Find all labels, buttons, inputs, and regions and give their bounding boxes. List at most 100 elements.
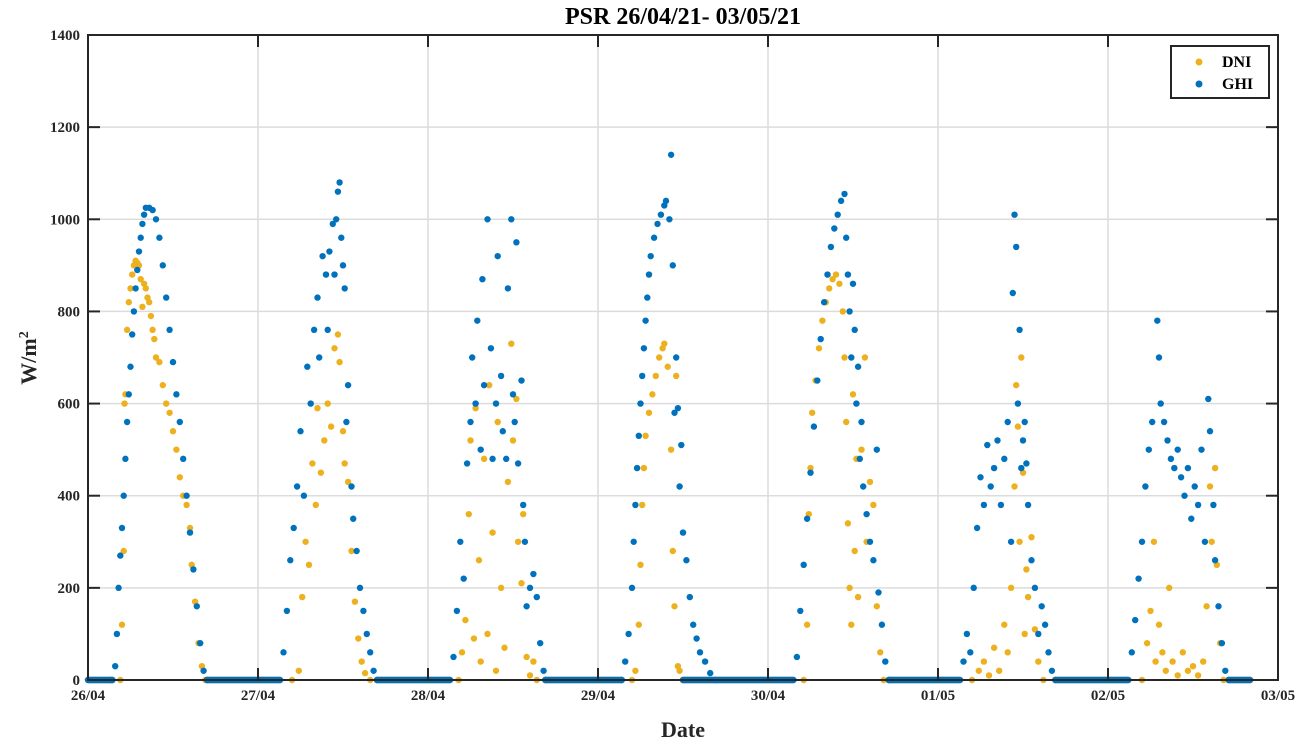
data-point-ghi bbox=[650, 234, 658, 241]
data-point-ghi bbox=[856, 455, 863, 463]
data-point-dni bbox=[1147, 607, 1154, 615]
data-point-dni bbox=[866, 478, 874, 486]
data-point-dni bbox=[848, 621, 855, 628]
data-point-ghi bbox=[817, 335, 824, 343]
data-point-ghi bbox=[477, 446, 484, 453]
data-point-ghi bbox=[679, 529, 687, 536]
data-point-dni bbox=[1166, 584, 1173, 592]
data-point-ghi bbox=[701, 658, 709, 665]
y-tick-label: 1200 bbox=[50, 120, 80, 136]
data-point-ghi bbox=[453, 607, 461, 615]
data-point-dni bbox=[870, 501, 877, 509]
y-axis-label-unit: W/m bbox=[16, 338, 41, 384]
data-point-dni bbox=[1211, 464, 1219, 472]
data-point-ghi bbox=[297, 428, 304, 435]
data-point-dni bbox=[1200, 658, 1207, 665]
data-point-ghi bbox=[125, 391, 132, 398]
data-point-ghi bbox=[1201, 538, 1209, 545]
data-point-dni bbox=[312, 501, 319, 509]
data-point-dni bbox=[861, 354, 869, 361]
data-point-ghi bbox=[537, 639, 544, 647]
x-axis-label: Date bbox=[661, 717, 705, 739]
data-point-ghi bbox=[622, 658, 629, 665]
data-point-dni bbox=[523, 653, 530, 661]
data-point-ghi bbox=[1211, 557, 1219, 564]
data-point-ghi bbox=[180, 455, 187, 463]
data-point-dni bbox=[472, 404, 479, 412]
data-point-ghi bbox=[343, 418, 350, 426]
data-point-ghi bbox=[480, 381, 488, 389]
data-point-ghi bbox=[1132, 616, 1139, 624]
data-point-dni bbox=[477, 658, 484, 665]
data-point-ghi bbox=[644, 294, 651, 301]
y-tick-label: 800 bbox=[58, 304, 81, 320]
data-point-dni bbox=[1023, 566, 1030, 573]
data-point-ghi bbox=[1154, 317, 1161, 324]
data-point-dni bbox=[120, 547, 127, 555]
data-point-ghi bbox=[863, 510, 870, 518]
data-point-ghi bbox=[1138, 538, 1146, 545]
data-point-ghi bbox=[329, 220, 336, 228]
data-point-ghi bbox=[843, 234, 850, 241]
data-point-ghi bbox=[176, 418, 183, 426]
data-point-ghi bbox=[686, 593, 693, 601]
data-point-ghi bbox=[514, 460, 522, 467]
data-point-dni bbox=[129, 271, 136, 278]
data-point-ghi bbox=[1167, 455, 1175, 463]
data-point-dni bbox=[169, 428, 177, 435]
data-point-ghi bbox=[152, 216, 160, 223]
data-point-dni bbox=[151, 335, 158, 343]
data-point-dni bbox=[832, 271, 840, 278]
series-ghi bbox=[84, 151, 1254, 684]
data-point-dni bbox=[146, 299, 153, 306]
data-point-ghi bbox=[844, 271, 852, 278]
data-point-ghi bbox=[654, 220, 661, 228]
data-point-ghi bbox=[849, 280, 857, 287]
data-point-ghi bbox=[1009, 289, 1016, 297]
data-point-ghi bbox=[363, 630, 370, 638]
data-point-ghi bbox=[866, 538, 874, 545]
data-point-ghi bbox=[854, 363, 862, 370]
data-point-ghi bbox=[1194, 501, 1202, 509]
data-point-dni bbox=[334, 331, 342, 338]
data-point-dni bbox=[462, 616, 469, 624]
data-point-dni bbox=[645, 409, 653, 416]
data-point-dni bbox=[1179, 649, 1187, 656]
legend: DNI GHI bbox=[1170, 45, 1270, 99]
data-point-ghi bbox=[1016, 326, 1023, 334]
data-point-dni bbox=[480, 455, 488, 463]
data-point-ghi bbox=[967, 649, 974, 656]
y-tick-label: 200 bbox=[58, 581, 81, 597]
x-tick-label: 29/04 bbox=[581, 688, 616, 704]
data-point-ghi bbox=[970, 584, 977, 592]
data-point-ghi bbox=[139, 220, 146, 228]
plot-frame bbox=[87, 34, 1279, 681]
data-point-dni bbox=[635, 621, 642, 628]
data-point-dni bbox=[985, 672, 993, 679]
data-point-ghi bbox=[336, 179, 343, 186]
data-point-dni bbox=[1143, 639, 1151, 647]
data-point-dni bbox=[1155, 621, 1163, 628]
data-point-ghi bbox=[827, 243, 835, 251]
data-point-ghi bbox=[293, 483, 301, 490]
data-point-ghi bbox=[642, 317, 649, 324]
data-point-dni bbox=[314, 404, 321, 412]
data-point-ghi bbox=[474, 317, 481, 324]
data-point-ghi bbox=[878, 621, 886, 628]
x-tick-label: 02/05 bbox=[1091, 688, 1125, 704]
data-point-ghi bbox=[831, 225, 838, 232]
data-point-dni bbox=[1150, 538, 1158, 545]
data-point-ghi bbox=[793, 653, 801, 661]
x-tick-label: 26/04 bbox=[71, 688, 106, 704]
data-point-ghi bbox=[290, 524, 297, 532]
data-point-ghi bbox=[324, 326, 331, 334]
data-point-ghi bbox=[314, 294, 321, 301]
data-point-ghi bbox=[339, 262, 347, 269]
data-point-dni bbox=[125, 299, 132, 306]
data-point-dni bbox=[1152, 658, 1159, 665]
data-point-ghi bbox=[625, 630, 632, 638]
data-point-ghi bbox=[122, 455, 129, 463]
data-point-ghi bbox=[1218, 639, 1226, 647]
data-point-dni bbox=[975, 667, 982, 674]
